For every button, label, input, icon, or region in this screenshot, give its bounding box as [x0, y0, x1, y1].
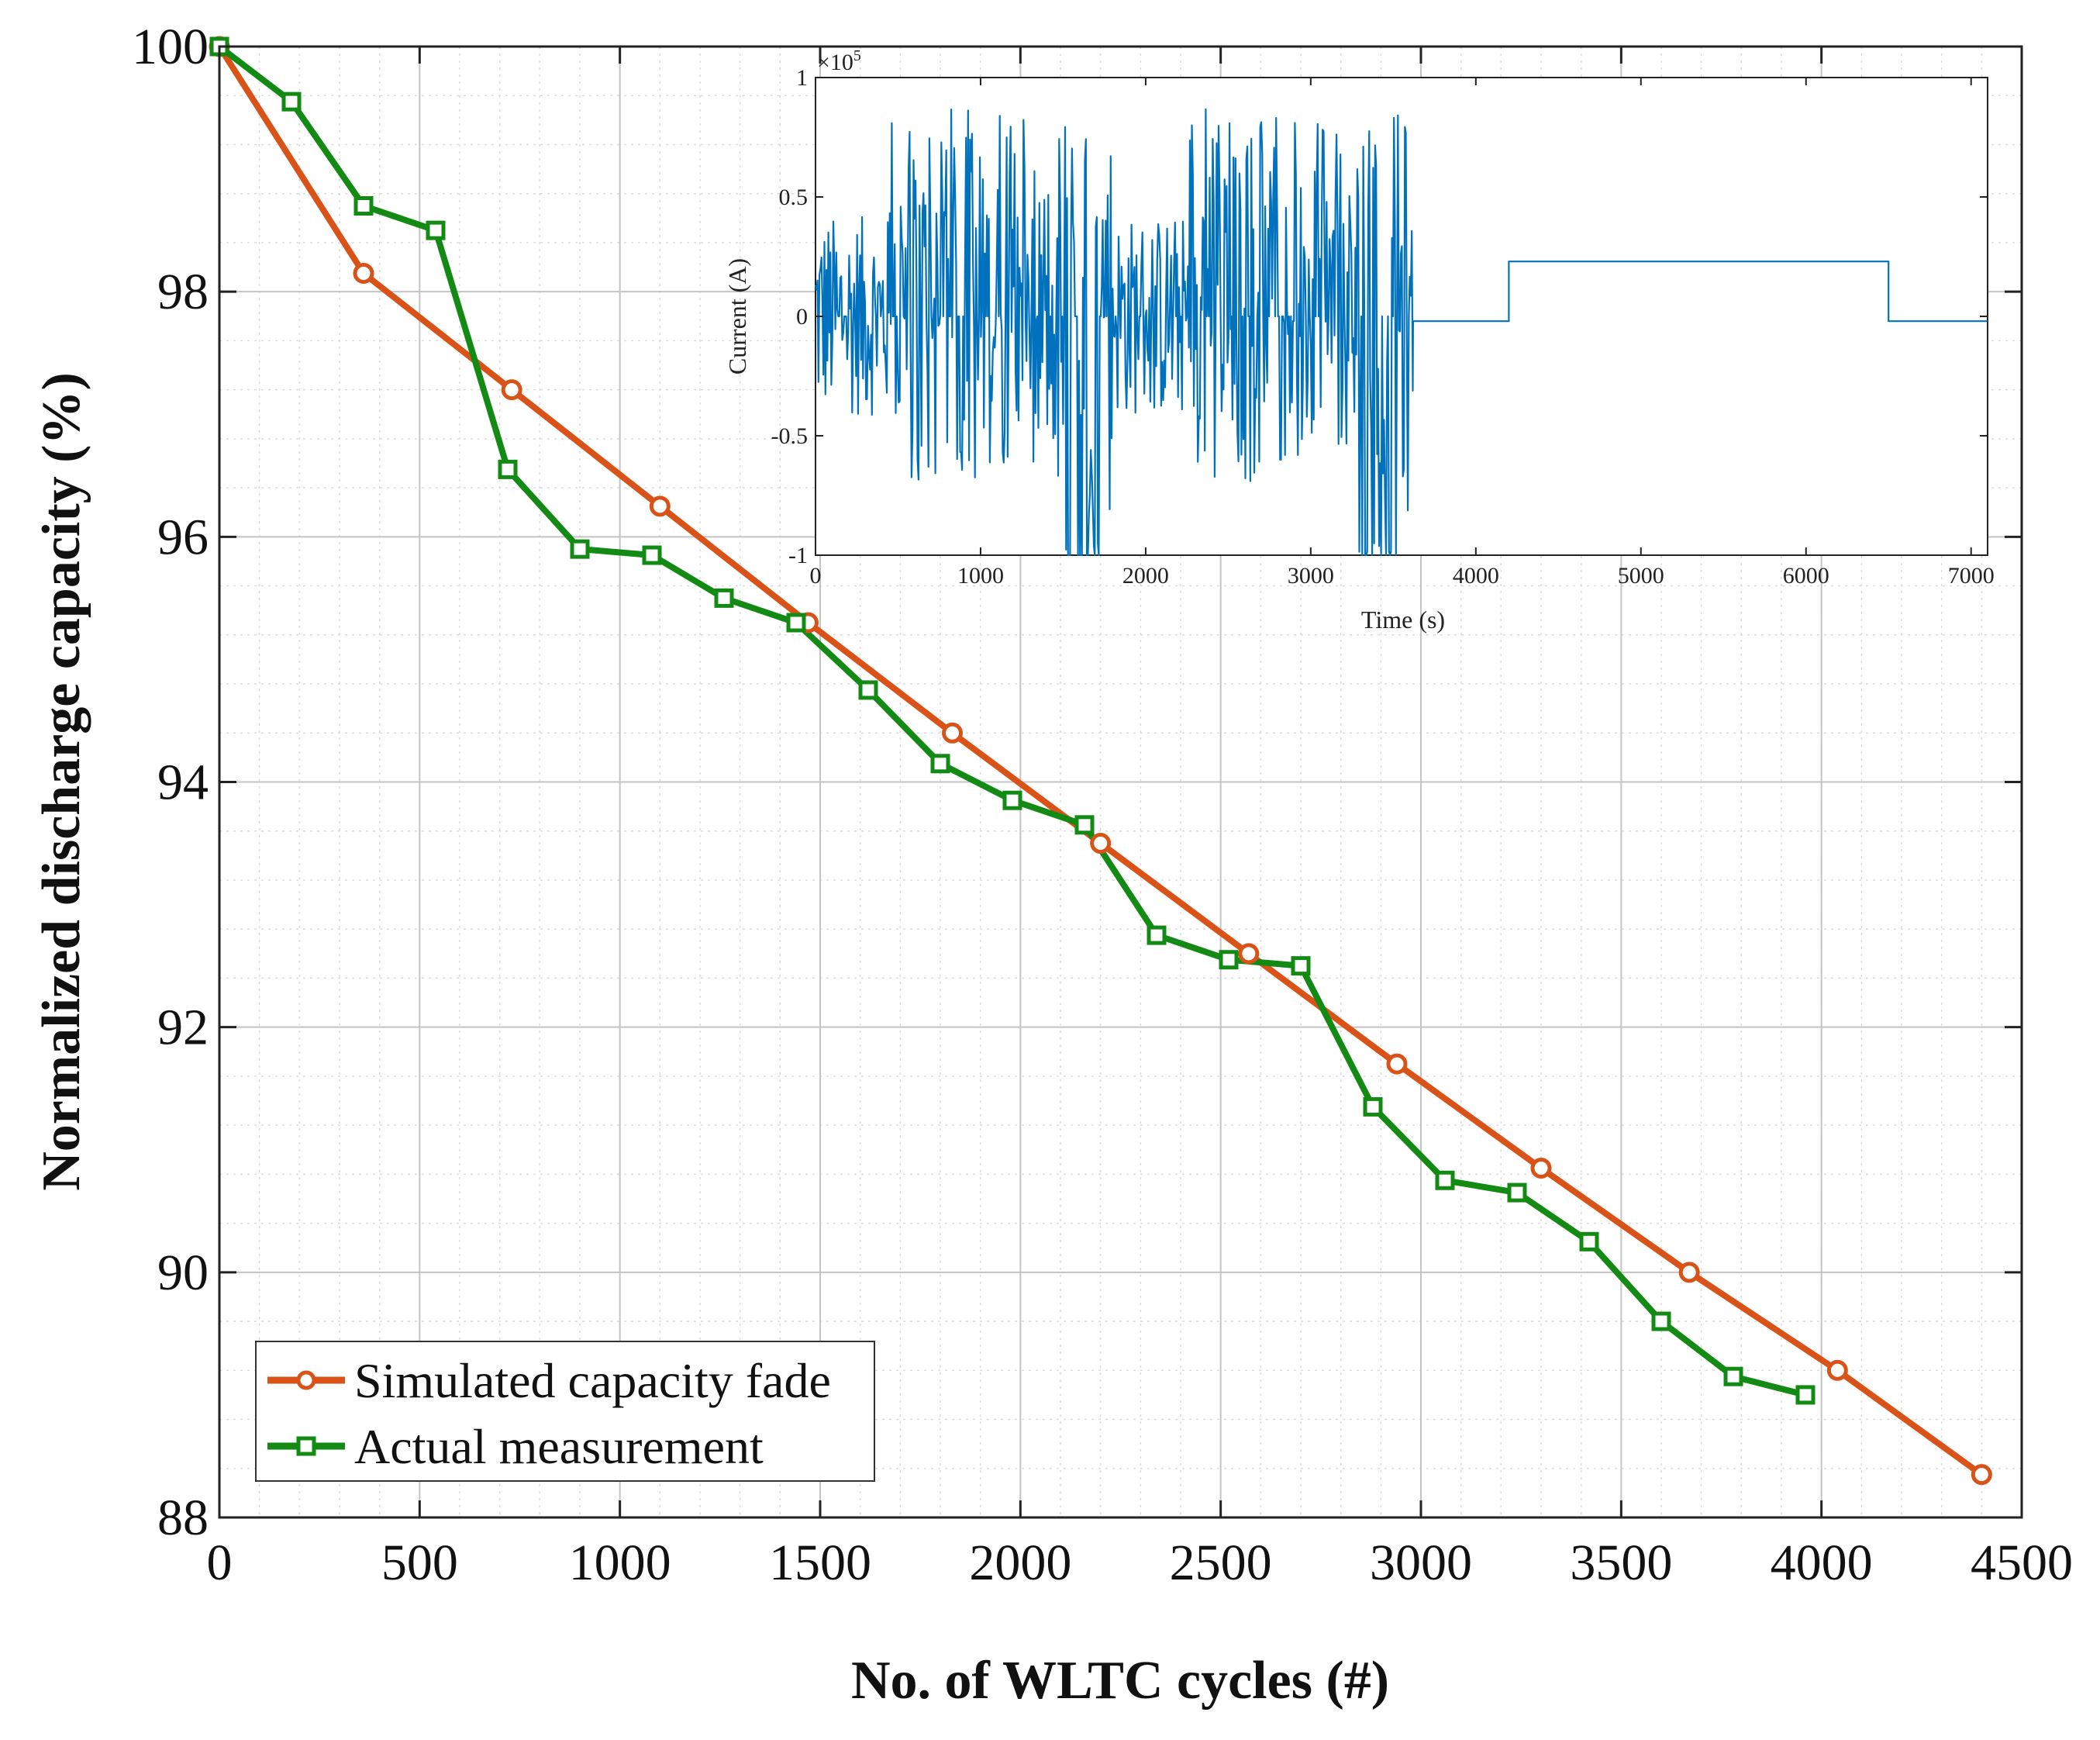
data-point-simulated — [1971, 1464, 1992, 1486]
legend-marker-simulated — [296, 1370, 316, 1390]
data-point-actual — [930, 754, 950, 774]
legend: Simulated capacity fade Actual measureme… — [255, 1341, 875, 1482]
data-point-actual — [1723, 1366, 1743, 1386]
data-point-actual — [858, 680, 878, 700]
data-point-actual — [1579, 1231, 1599, 1251]
data-point-actual — [353, 196, 374, 216]
x-axis-label: No. of WLTC cycles (#) — [851, 1651, 1389, 1711]
data-point-simulated — [1238, 943, 1260, 965]
main-tick-labels: 0 500 1000 1500 2000 2500 3000 3500 4000 45008890… — [132, 19, 2073, 1591]
inset-x-tick-label: 3000 — [1288, 563, 1334, 589]
x-tick-label: 1000 — [569, 1535, 671, 1591]
inset-y-tick-label: -0.5 — [771, 423, 809, 449]
data-point-actual — [281, 91, 302, 112]
data-point-actual — [1435, 1170, 1455, 1190]
data-point-simulated — [353, 262, 374, 284]
inset-x-tick-label: 5000 — [1618, 563, 1664, 589]
data-point-actual — [1002, 790, 1022, 810]
inset-tick-labels: 0 1000 2000 3000 4000 5000 6000 7000 -1 -0.5 0 0.5 1 — [771, 65, 1995, 589]
inset-x-tick-label: 0 — [810, 563, 822, 589]
data-point-actual — [1291, 956, 1311, 976]
data-point-actual — [642, 545, 662, 565]
inset-y-tick-label: -1 — [788, 543, 808, 568]
data-point-actual — [1651, 1311, 1671, 1331]
x-tick-label: 4500 — [1971, 1535, 2073, 1591]
data-point-actual — [714, 588, 734, 608]
y-tick-label: 90 — [157, 1245, 209, 1301]
legend-marker-actual — [296, 1436, 316, 1456]
data-point-actual — [1219, 950, 1239, 970]
data-point-simulated — [1826, 1359, 1848, 1381]
main-ticks — [218, 45, 2023, 1519]
x-tick-label: 2500 — [1170, 1535, 1272, 1591]
data-point-actual — [498, 459, 518, 479]
inset-y-tick-label: 1 — [796, 65, 808, 91]
data-point-actual — [786, 613, 806, 633]
inset-x-axis-label: Time (s) — [1361, 606, 1445, 634]
data-point-actual — [1795, 1385, 1816, 1405]
data-point-simulated — [649, 495, 671, 517]
inset-y-tick-label: 0.5 — [779, 185, 809, 210]
inset-x-tick-label: 1000 — [957, 563, 1004, 589]
data-point-actual — [426, 220, 446, 240]
legend-label-simulated: Simulated capacity fade — [354, 1353, 831, 1408]
inset-x-tick-label: 7000 — [1948, 563, 1995, 589]
data-point-simulated — [1678, 1262, 1700, 1283]
x-tick-label: 3000 — [1370, 1535, 1472, 1591]
data-point-simulated — [1090, 833, 1112, 854]
main-series — [209, 36, 1992, 1486]
data-point-simulated — [942, 722, 963, 744]
y-tick-label: 98 — [157, 264, 209, 320]
y-tick-label: 96 — [157, 509, 209, 565]
x-tick-label: 2000 — [969, 1535, 1071, 1591]
legend-label-actual: Actual measurement — [354, 1419, 764, 1474]
inset-plot: 0 1000 2000 3000 4000 5000 6000 7000 -1 -0.5 0 0.5 1… — [723, 47, 1995, 634]
inset-current-line — [814, 108, 1988, 557]
inset-exponent-label: ×105 — [817, 47, 861, 75]
x-tick-label: 500 — [381, 1535, 458, 1591]
y-axis-label: Normalized discharge capacity (%) — [32, 372, 91, 1191]
x-tick-label: 3500 — [1570, 1535, 1672, 1591]
inset-x-tick-label: 6000 — [1783, 563, 1829, 589]
inset-x-tick-label: 2000 — [1122, 563, 1169, 589]
x-tick-label: 1500 — [769, 1535, 871, 1591]
inset-series — [814, 108, 1988, 557]
data-point-actual — [1074, 815, 1095, 835]
y-tick-label: 94 — [157, 754, 209, 811]
legend-box — [255, 1341, 875, 1482]
data-point-actual — [1363, 1096, 1383, 1117]
data-point-actual — [1147, 925, 1167, 945]
x-tick-label: 0 — [207, 1535, 233, 1591]
data-point-simulated — [1530, 1157, 1552, 1179]
y-tick-label: 100 — [132, 19, 209, 75]
x-tick-label: 4000 — [1771, 1535, 1873, 1591]
data-point-simulated — [501, 379, 522, 401]
y-tick-label: 92 — [157, 999, 209, 1056]
data-point-actual — [1507, 1182, 1527, 1203]
y-tick-label: 88 — [157, 1490, 209, 1546]
inset-ticks — [815, 77, 1988, 556]
inset-y-axis-label: Current (A) — [723, 258, 751, 375]
data-point-simulated — [1386, 1053, 1408, 1075]
inset-x-tick-label: 4000 — [1453, 563, 1499, 589]
data-point-actual — [570, 539, 590, 559]
inset-y-tick-label: 0 — [796, 304, 808, 330]
